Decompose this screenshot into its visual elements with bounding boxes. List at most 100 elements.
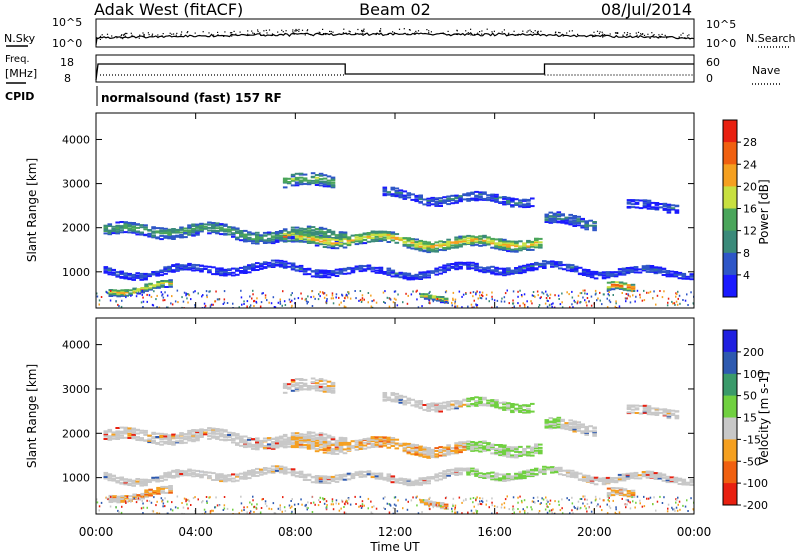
power-cell bbox=[522, 269, 527, 272]
velocity-cell bbox=[123, 478, 128, 481]
power-cell bbox=[418, 247, 423, 250]
power-cell bbox=[239, 235, 244, 238]
power-cell bbox=[534, 267, 539, 270]
velocity-cell bbox=[402, 442, 408, 445]
velocity-cell bbox=[279, 506, 281, 509]
power-cell bbox=[438, 205, 443, 207]
velocity-cell bbox=[318, 438, 324, 441]
power-cell bbox=[553, 306, 556, 308]
power-cell bbox=[521, 295, 523, 298]
velocity-cell bbox=[478, 475, 483, 477]
power-cell bbox=[522, 271, 527, 274]
power-cell bbox=[143, 276, 148, 279]
power-cell bbox=[430, 196, 435, 199]
nsearch-point bbox=[566, 32, 568, 34]
power-cell bbox=[144, 285, 149, 288]
velocity-cell bbox=[466, 469, 471, 472]
velocity-cell bbox=[207, 477, 212, 479]
velocity-cell bbox=[330, 448, 336, 450]
power-cell bbox=[123, 274, 128, 277]
power-cell bbox=[390, 193, 396, 196]
velocity-cell bbox=[514, 453, 519, 456]
velocity-cell bbox=[517, 496, 519, 499]
velocity-cell bbox=[326, 479, 332, 482]
power-cell bbox=[470, 236, 475, 239]
power-cell bbox=[422, 203, 427, 206]
power-cell bbox=[579, 292, 582, 295]
velocity-cell bbox=[156, 490, 161, 493]
velocity-cell bbox=[171, 433, 176, 436]
power-cell bbox=[549, 297, 551, 300]
power-cell bbox=[577, 300, 579, 303]
power-cell bbox=[621, 292, 623, 294]
velocity-cell bbox=[322, 433, 328, 436]
velocity-cell bbox=[402, 401, 408, 404]
power-cell bbox=[406, 243, 412, 246]
power-cell bbox=[615, 302, 617, 305]
velocity-cell bbox=[618, 511, 621, 514]
velocity-cell bbox=[163, 435, 168, 438]
power-cell bbox=[338, 238, 344, 241]
velocity-cell bbox=[148, 492, 153, 495]
power-cell bbox=[342, 242, 348, 245]
date-title: 08/Jul/2014 bbox=[601, 0, 692, 19]
velocity-cell bbox=[362, 438, 368, 441]
velocity-cell bbox=[645, 473, 651, 476]
velocity-cell bbox=[510, 404, 515, 407]
velocity-cell bbox=[322, 382, 328, 385]
power-cell bbox=[666, 211, 672, 214]
velocity-cell bbox=[140, 497, 145, 500]
power-cell bbox=[670, 204, 676, 207]
power-cell bbox=[645, 268, 651, 270]
power-cell bbox=[135, 223, 140, 226]
power-cell bbox=[330, 232, 336, 235]
velocity-cell bbox=[607, 499, 609, 502]
power-cell bbox=[126, 289, 128, 292]
power-cell bbox=[107, 223, 113, 226]
velocity-cell bbox=[586, 498, 588, 501]
power-cell bbox=[576, 222, 581, 224]
velocity-cell bbox=[197, 498, 199, 501]
power-cell bbox=[159, 230, 164, 233]
power-cell bbox=[326, 175, 332, 178]
power-cell bbox=[416, 289, 418, 292]
velocity-cell bbox=[506, 446, 511, 449]
velocity-cell bbox=[439, 507, 445, 510]
power-cell bbox=[423, 294, 429, 297]
power-cell bbox=[625, 269, 631, 272]
velocity-cell bbox=[685, 483, 691, 486]
velocity-cell bbox=[398, 442, 404, 445]
velocity-cell bbox=[302, 382, 308, 385]
power-cell bbox=[171, 303, 174, 306]
power-cell bbox=[526, 245, 531, 248]
velocity-cell bbox=[191, 469, 196, 472]
velocity-cell bbox=[673, 476, 679, 479]
velocity-cell bbox=[268, 507, 270, 510]
velocity-cell bbox=[155, 476, 160, 479]
velocity-cell bbox=[183, 433, 188, 436]
power-cell bbox=[502, 197, 507, 200]
power-cell bbox=[605, 272, 611, 275]
power-cell bbox=[274, 232, 280, 235]
power-cell bbox=[572, 306, 574, 308]
velocity-cell bbox=[322, 480, 328, 483]
power-cell bbox=[330, 247, 336, 250]
power-cell bbox=[450, 194, 455, 197]
power-cell bbox=[512, 302, 514, 305]
power-cell bbox=[478, 240, 483, 243]
velocity-cell bbox=[239, 435, 244, 438]
power-cell bbox=[322, 246, 328, 248]
power-cell bbox=[586, 297, 589, 299]
power-cell bbox=[430, 203, 435, 206]
power-cell bbox=[421, 305, 423, 308]
power-cell bbox=[502, 243, 507, 246]
power-cell bbox=[167, 235, 172, 238]
power-cell bbox=[146, 293, 148, 296]
power-cell bbox=[655, 303, 657, 306]
power-cell bbox=[649, 290, 652, 293]
power-cell bbox=[330, 178, 336, 181]
power-cell bbox=[354, 236, 360, 239]
power-cell bbox=[363, 298, 365, 301]
nsearch-point bbox=[577, 33, 579, 35]
power-cell bbox=[142, 306, 144, 308]
